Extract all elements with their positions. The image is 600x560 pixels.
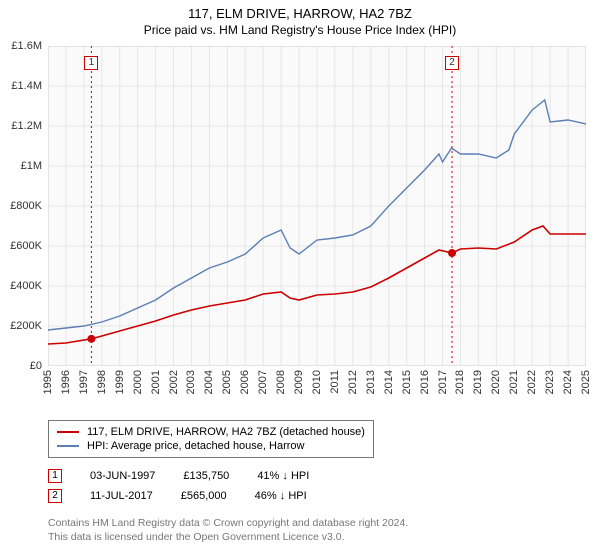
sale-date: 11-JUL-2017	[90, 490, 153, 502]
table-row: 1 03-JUN-1997 £135,750 41% ↓ HPI	[48, 466, 309, 486]
footer-line: This data is licensed under the Open Gov…	[48, 530, 408, 544]
arrow-down-icon: ↓	[280, 490, 286, 502]
sales-table: 1 03-JUN-1997 £135,750 41% ↓ HPI 2 11-JU…	[48, 466, 309, 506]
marker-box-icon: 1	[48, 469, 62, 483]
footer-line: Contains HM Land Registry data © Crown c…	[48, 516, 408, 530]
x-axis-labels: 1995199619971998199920002001200220032004…	[48, 370, 586, 420]
chart-title: 117, ELM DRIVE, HARROW, HA2 7BZ	[0, 0, 600, 21]
footer-attribution: Contains HM Land Registry data © Crown c…	[48, 516, 408, 544]
legend-item: HPI: Average price, detached house, Harr…	[57, 439, 365, 453]
arrow-down-icon: ↓	[282, 470, 288, 482]
chart-svg	[48, 46, 586, 366]
chart-subtitle: Price paid vs. HM Land Registry's House …	[0, 21, 600, 37]
plot-area: 12	[48, 46, 586, 366]
legend-swatch	[57, 445, 79, 447]
sale-date: 03-JUN-1997	[90, 470, 155, 482]
legend-label: HPI: Average price, detached house, Harr…	[87, 440, 304, 452]
sale-pct: 41% ↓ HPI	[257, 470, 309, 482]
table-row: 2 11-JUL-2017 £565,000 46% ↓ HPI	[48, 486, 309, 506]
y-axis-labels: £0£200K£400K£600K£800K£1M£1.2M£1.4M£1.6M	[0, 46, 44, 366]
chart-container: 117, ELM DRIVE, HARROW, HA2 7BZ Price pa…	[0, 0, 600, 560]
legend-label: 117, ELM DRIVE, HARROW, HA2 7BZ (detache…	[87, 426, 365, 438]
legend: 117, ELM DRIVE, HARROW, HA2 7BZ (detache…	[48, 420, 374, 458]
sale-price: £565,000	[181, 490, 227, 502]
sale-pct: 46% ↓ HPI	[255, 490, 307, 502]
sale-price: £135,750	[183, 470, 229, 482]
marker-box-icon: 2	[48, 489, 62, 503]
legend-swatch	[57, 431, 79, 433]
legend-item: 117, ELM DRIVE, HARROW, HA2 7BZ (detache…	[57, 425, 365, 439]
